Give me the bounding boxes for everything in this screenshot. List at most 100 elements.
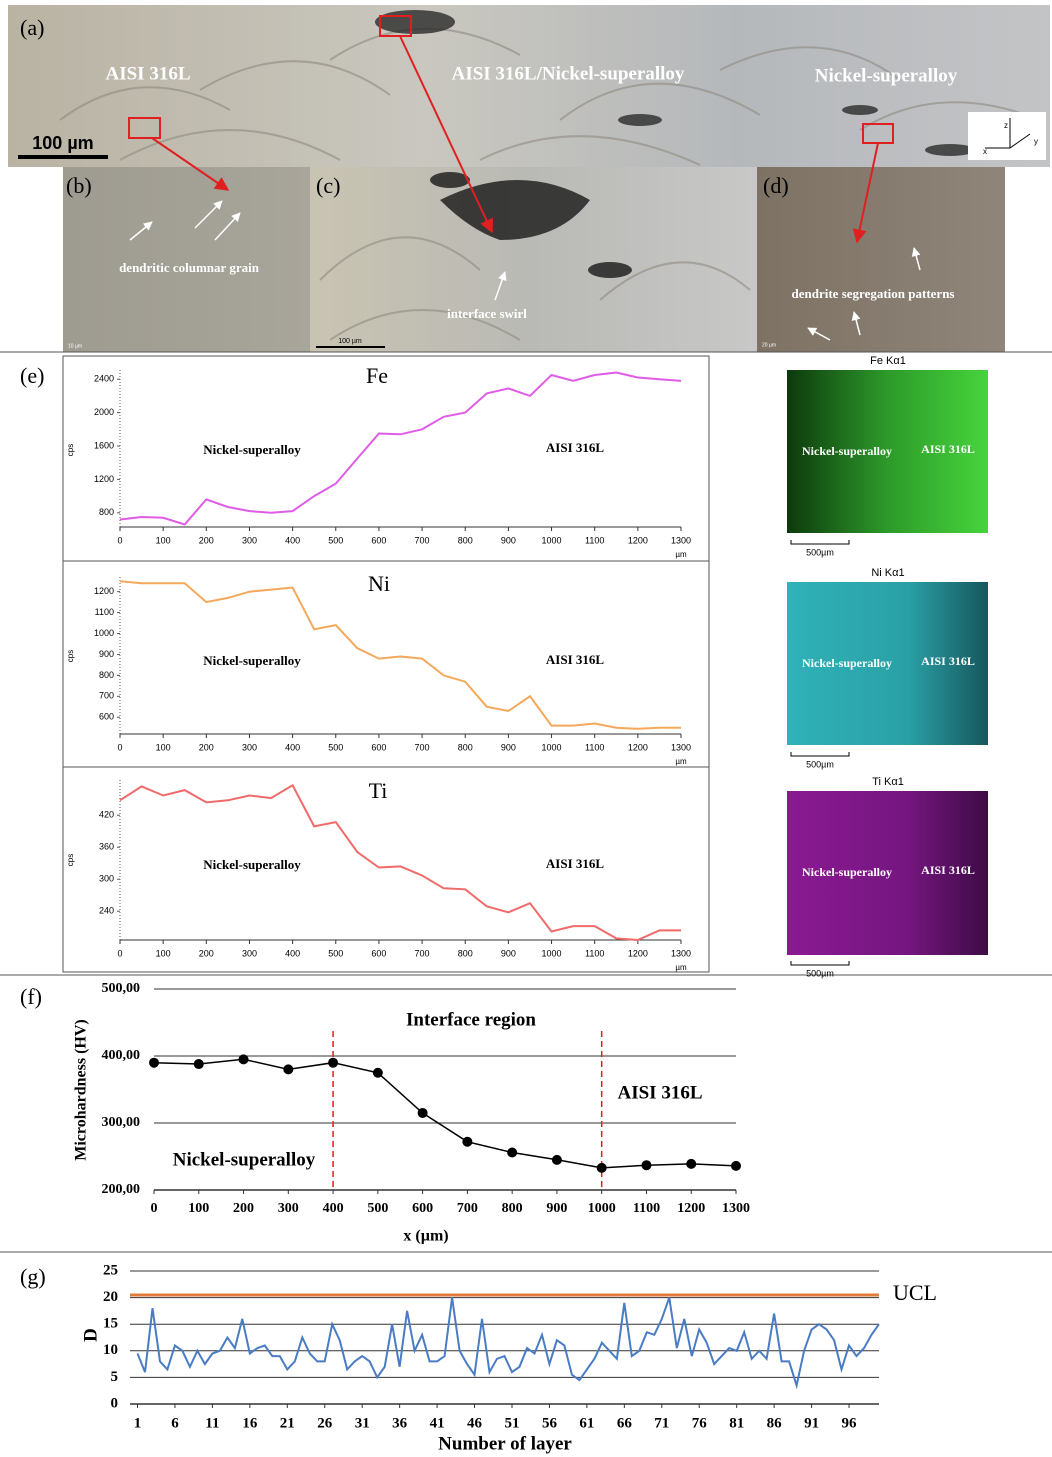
data-point bbox=[328, 1057, 339, 1068]
x-tick-label: 1300 bbox=[722, 1201, 750, 1216]
scale-label: 10 µm bbox=[68, 343, 82, 349]
x-tick-label: 1100 bbox=[585, 535, 604, 545]
x-tick-label: 16 bbox=[242, 1415, 258, 1431]
y-axis-label: cps bbox=[66, 854, 75, 866]
axis-name: y bbox=[1034, 137, 1038, 146]
x-tick-label: 600 bbox=[371, 742, 386, 752]
data-point bbox=[507, 1147, 518, 1158]
x-axis-label: x (µm) bbox=[403, 1228, 448, 1245]
map-label: AISI 316L bbox=[921, 863, 975, 877]
region-label: AISI 316L bbox=[106, 63, 191, 84]
x-axis-label: Number of layer bbox=[438, 1433, 572, 1454]
x-tick-label: 300 bbox=[242, 742, 257, 752]
map-title: Ni Kα1 bbox=[871, 567, 904, 579]
x-tick-label: 1100 bbox=[633, 1201, 660, 1216]
x-tick-label: 400 bbox=[285, 742, 300, 752]
feature-label: interface swirl bbox=[447, 306, 527, 321]
data-point bbox=[462, 1136, 473, 1147]
x-tick-label: 600 bbox=[371, 535, 386, 545]
x-tick-label: 56 bbox=[542, 1415, 558, 1431]
x-tick-label: 200 bbox=[199, 742, 214, 752]
x-tick-label: 100 bbox=[156, 742, 171, 752]
x-tick-label: 100 bbox=[156, 948, 171, 958]
scale-bar bbox=[790, 540, 850, 545]
x-tick-label: 51 bbox=[504, 1415, 519, 1431]
chart-title: Ti bbox=[369, 778, 388, 803]
x-tick-label: 100 bbox=[156, 535, 171, 545]
data-point bbox=[641, 1160, 652, 1171]
chart-title: Ni bbox=[368, 571, 390, 596]
data-point bbox=[283, 1064, 294, 1075]
ucl-label: UCL bbox=[893, 1280, 937, 1305]
x-tick-label: 6 bbox=[171, 1415, 179, 1431]
y-tick-label: 200,00 bbox=[102, 1182, 141, 1197]
y-tick-label: 1200 bbox=[94, 474, 114, 484]
x-tick-label: 41 bbox=[430, 1415, 445, 1431]
x-tick-label: 700 bbox=[415, 535, 430, 545]
x-tick-label: 900 bbox=[501, 742, 516, 752]
x-tick-label: 11 bbox=[205, 1415, 219, 1431]
data-line bbox=[119, 371, 682, 526]
x-tick-label: 800 bbox=[458, 535, 473, 545]
map-label: AISI 316L bbox=[921, 654, 975, 668]
scale-label: 500µm bbox=[806, 968, 834, 978]
axis-name: z bbox=[1004, 121, 1008, 130]
y-tick-label: 360 bbox=[99, 842, 114, 852]
x-tick-label: 1200 bbox=[628, 742, 648, 752]
scale-label: 20 µm bbox=[762, 342, 776, 348]
feature-arrows bbox=[129, 200, 921, 341]
x-tick-label: 300 bbox=[242, 948, 257, 958]
region-label: AISI 316L/Nickel-superalloy bbox=[452, 63, 685, 84]
chart-title: Fe bbox=[366, 363, 388, 388]
annotation: Nickel-superalloy bbox=[203, 857, 301, 872]
y-tick-label: 2400 bbox=[94, 374, 114, 384]
data-point bbox=[238, 1054, 249, 1065]
annotation: AISI 316L bbox=[546, 652, 604, 667]
data-point bbox=[372, 1067, 383, 1078]
x-tick-label: 800 bbox=[502, 1201, 523, 1216]
x-tick-label: 900 bbox=[501, 535, 516, 545]
x-tick-label: 900 bbox=[546, 1201, 567, 1216]
scale-bar bbox=[790, 961, 850, 966]
y-tick-label: 5 bbox=[111, 1369, 119, 1385]
eds-map bbox=[787, 370, 988, 533]
x-tick-label: 21 bbox=[280, 1415, 295, 1431]
callout-arrows bbox=[151, 35, 879, 244]
x-tick-label: 0 bbox=[117, 535, 122, 545]
data-line bbox=[136, 1297, 880, 1390]
y-axis-label: cps bbox=[66, 650, 75, 662]
y-tick-label: 15 bbox=[103, 1316, 118, 1332]
x-tick-label: 1200 bbox=[628, 948, 648, 958]
x-tick-label: 1300 bbox=[671, 535, 691, 545]
x-unit: µm bbox=[675, 550, 687, 559]
x-tick-label: 46 bbox=[467, 1415, 483, 1431]
x-tick-label: 66 bbox=[617, 1415, 633, 1431]
region-label: Nickel-superalloy bbox=[815, 65, 958, 86]
x-tick-label: 100 bbox=[188, 1201, 209, 1216]
panel-label: (g) bbox=[20, 1264, 46, 1289]
x-tick-label: 800 bbox=[458, 948, 473, 958]
x-tick-label: 200 bbox=[199, 535, 214, 545]
texture bbox=[319, 236, 751, 341]
x-tick-label: 600 bbox=[412, 1201, 433, 1216]
chart-frames bbox=[62, 355, 710, 973]
annotation: AISI 316L bbox=[546, 440, 604, 455]
x-tick-label: 1000 bbox=[542, 948, 562, 958]
scale-label: 500µm bbox=[806, 547, 834, 557]
axes-icon-lines bbox=[985, 118, 1031, 149]
axes-icon bbox=[968, 112, 1046, 160]
x-tick-label: 76 bbox=[692, 1415, 708, 1431]
x-tick-label: 1300 bbox=[671, 948, 691, 958]
x-tick-label: 1100 bbox=[585, 948, 604, 958]
y-tick-label: 1600 bbox=[94, 440, 114, 450]
x-tick-label: 400 bbox=[285, 948, 300, 958]
x-tick-label: 96 bbox=[842, 1415, 858, 1431]
y-tick-label: 420 bbox=[99, 810, 114, 820]
x-tick-label: 700 bbox=[415, 742, 430, 752]
x-tick-label: 1000 bbox=[542, 742, 562, 752]
annotation: Interface region bbox=[406, 1009, 536, 1030]
x-unit: µm bbox=[675, 963, 687, 972]
x-tick-label: 1000 bbox=[542, 535, 562, 545]
data-line bbox=[119, 580, 681, 730]
